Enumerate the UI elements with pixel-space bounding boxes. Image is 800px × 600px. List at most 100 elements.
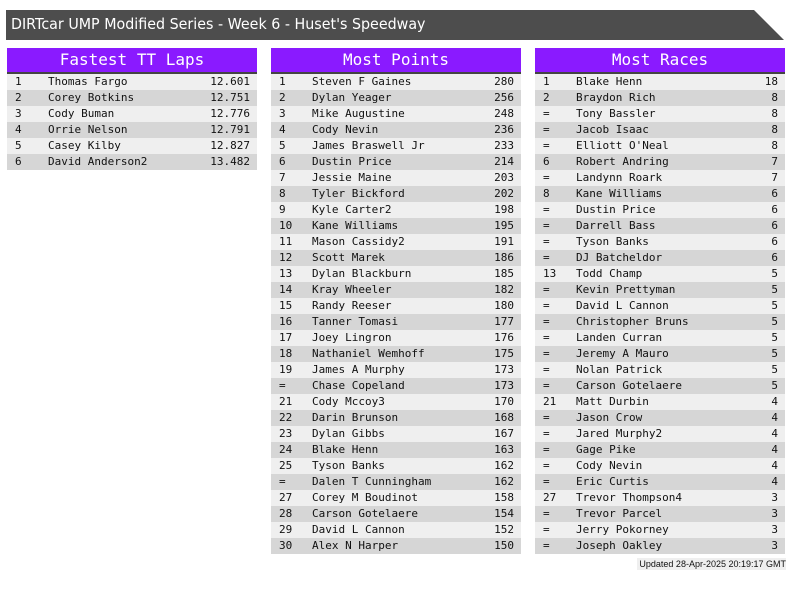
driver-name-cell: Corey M Boudinot [312,491,418,504]
value-cell: 12.751 [210,91,250,104]
driver-name-cell: Todd Champ [576,267,643,280]
value-cell: 256 [494,91,514,104]
driver-name-cell: Tyler Bickford [312,187,405,200]
fastest-tt-laps-table: Fastest TT Laps 1 Thomas Fargo 12.601 2 Core… [7,48,257,170]
rank-cell: = [543,283,550,296]
driver-name-cell: Dustin Price [576,203,656,216]
driver-name-cell: Matt Durbin [576,395,649,408]
value-cell: 198 [494,203,514,216]
table-row: = Jerry Pokorney 3 [535,522,785,538]
rank-cell: = [543,459,550,472]
rank-cell: = [543,331,550,344]
value-cell: 163 [494,443,514,456]
rank-cell: 22 [279,411,293,424]
rank-cell: = [543,315,550,328]
table-row: 21 Cody Mccoy3 170 [271,394,521,410]
table-row: 17 Joey Lingron 176 [271,330,521,346]
value-cell: 13.482 [210,155,250,168]
value-cell: 162 [494,475,514,488]
table-row: 23 Dylan Gibbs 167 [271,426,521,442]
rank-cell: = [543,507,550,520]
table-row: 5 Casey Kilby 12.827 [7,138,257,154]
rank-cell: 8 [279,187,286,200]
driver-name-cell: Jeremy A Mauro [576,347,669,360]
table-row: 15 Randy Reeser 180 [271,298,521,314]
driver-name-cell: Dylan Yeager [312,91,392,104]
value-cell: 233 [494,139,514,152]
table-row: = Landen Curran 5 [535,330,785,346]
value-cell: 12.827 [210,139,250,152]
rank-cell: 1 [543,75,550,88]
table-row: = Tyson Banks 6 [535,234,785,250]
table-row: = David L Cannon 5 [535,298,785,314]
table-row: 4 Cody Nevin 236 [271,122,521,138]
value-cell: 168 [494,411,514,424]
driver-name-cell: Trevor Parcel [576,507,663,520]
value-cell: 152 [494,523,514,536]
rank-cell: 13 [279,267,293,280]
driver-name-cell: Christopher Bruns [576,315,689,328]
driver-name-cell: Kane Williams [576,187,663,200]
driver-name-cell: Eric Curtis [576,475,649,488]
rank-cell: 2 [279,91,286,104]
driver-name-cell: Jacob Isaac [576,123,649,136]
driver-name-cell: David L Cannon [576,299,669,312]
driver-name-cell: Carson Gotelaere [576,379,682,392]
driver-name-cell: Landen Curran [576,331,663,344]
table-row: = Jason Crow 4 [535,410,785,426]
driver-name-cell: Jared Murphy2 [576,427,663,440]
driver-name-cell: Mason Cassidy2 [312,235,405,248]
table-row: 2 Corey Botkins 12.751 [7,90,257,106]
value-cell: 180 [494,299,514,312]
rank-cell: 1 [15,75,22,88]
driver-name-cell: Chase Copeland [312,379,405,392]
table-row: = Trevor Parcel 3 [535,506,785,522]
rank-cell: 18 [279,347,293,360]
value-cell: 4 [771,459,778,472]
value-cell: 5 [771,283,778,296]
table-row: 13 Dylan Blackburn 185 [271,266,521,282]
value-cell: 214 [494,155,514,168]
driver-name-cell: DJ Batcheldor [576,251,663,264]
value-cell: 6 [771,219,778,232]
table-row: 10 Kane Williams 195 [271,218,521,234]
value-cell: 3 [771,491,778,504]
table-row: 28 Carson Gotelaere 154 [271,506,521,522]
rank-cell: 5 [15,139,22,152]
title-bar: DIRTcar UMP Modified Series - Week 6 - H… [6,10,784,40]
rank-cell: 3 [279,107,286,120]
table-row: 6 Robert Andring 7 [535,154,785,170]
table-row: 1 Blake Henn 18 [535,74,785,90]
table-row: = Elliott O'Neal 8 [535,138,785,154]
rank-cell: = [543,475,550,488]
driver-name-cell: Cody Nevin [576,459,643,472]
value-cell: 3 [771,523,778,536]
table-row: 7 Jessie Maine 203 [271,170,521,186]
value-cell: 158 [494,491,514,504]
driver-name-cell: James Braswell Jr [312,139,425,152]
value-cell: 170 [494,395,514,408]
value-cell: 3 [771,539,778,552]
table-header: Most Points [271,48,521,74]
page-title: DIRTcar UMP Modified Series - Week 6 - H… [11,15,426,33]
table-row: 2 Dylan Yeager 256 [271,90,521,106]
value-cell: 185 [494,267,514,280]
driver-name-cell: James A Murphy [312,363,405,376]
driver-name-cell: Thomas Fargo [48,75,128,88]
rank-cell: = [543,299,550,312]
table-row: = Kevin Prettyman 5 [535,282,785,298]
table-row: 6 Dustin Price 214 [271,154,521,170]
value-cell: 162 [494,459,514,472]
value-cell: 236 [494,123,514,136]
rank-cell: = [543,235,550,248]
table-row: 27 Trevor Thompson4 3 [535,490,785,506]
rank-cell: = [543,443,550,456]
rank-cell: 6 [15,155,22,168]
value-cell: 195 [494,219,514,232]
driver-name-cell: Darrell Bass [576,219,656,232]
driver-name-cell: Jessie Maine [312,171,392,184]
rank-cell: 6 [279,155,286,168]
driver-name-cell: Robert Andring [576,155,669,168]
driver-name-cell: Tyson Banks [576,235,649,248]
table-row: 1 Steven F Gaines 280 [271,74,521,90]
